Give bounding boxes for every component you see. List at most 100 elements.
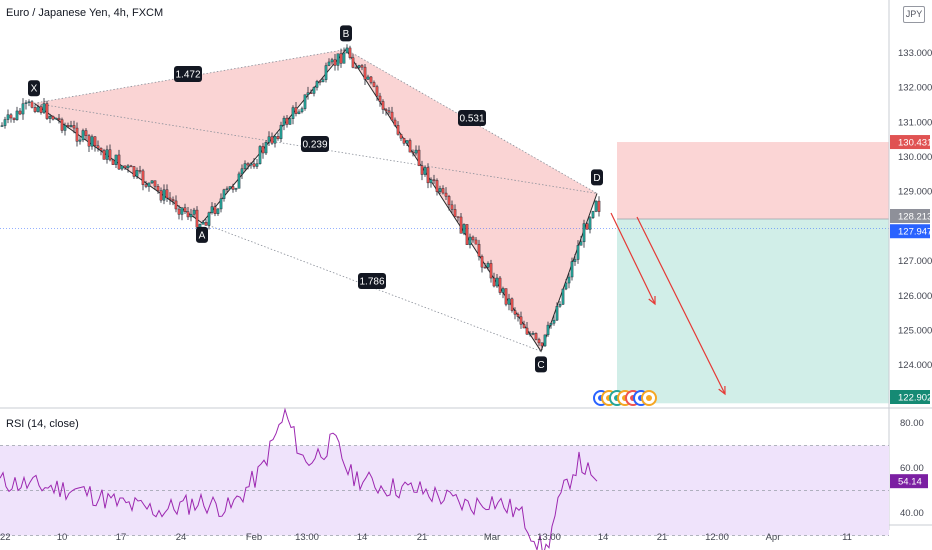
candle-body	[303, 94, 307, 109]
time-tick-label: 14	[357, 532, 368, 543]
candle-body	[591, 211, 595, 218]
candle	[573, 254, 577, 266]
candle-body	[489, 263, 493, 279]
candle-body	[234, 188, 238, 190]
candle	[324, 62, 328, 83]
candle-body	[300, 108, 304, 113]
candle	[297, 109, 301, 115]
point-label-c-bg	[535, 356, 547, 373]
xab-triangle	[34, 49, 346, 223]
candle	[531, 331, 535, 336]
time-tick-label: 21	[657, 532, 668, 543]
candle	[300, 106, 304, 114]
candle-body	[408, 140, 412, 153]
candle-body	[345, 47, 349, 54]
candle-body	[6, 114, 10, 120]
candle-body	[453, 209, 457, 217]
candle	[279, 121, 283, 143]
candle-body	[582, 223, 586, 243]
candle	[417, 145, 421, 167]
candle-body	[36, 106, 40, 112]
candle	[489, 259, 493, 283]
candle-body	[570, 261, 574, 278]
candle	[456, 216, 460, 222]
price-tick-label: 131.000	[898, 117, 932, 128]
candle	[462, 223, 466, 236]
price-tick-label: 127.000	[898, 256, 932, 267]
candle	[477, 239, 481, 261]
candle	[306, 86, 310, 100]
ratio-label: 0.531	[459, 114, 484, 125]
candle	[81, 128, 85, 143]
rsi-tick-label: 60.00	[900, 463, 924, 474]
candle	[165, 184, 169, 203]
candle-body	[66, 125, 70, 127]
candle	[366, 74, 370, 80]
event-icon[interactable]	[641, 390, 657, 406]
candle	[507, 293, 511, 311]
candle	[216, 207, 220, 216]
candle-body	[375, 86, 379, 97]
candle-body	[471, 236, 475, 241]
time-tick-label: Apr	[766, 532, 781, 543]
event-icons[interactable]	[593, 390, 657, 406]
candle	[381, 99, 385, 114]
price-label-target-bg	[890, 390, 930, 404]
time-tick-label: 21	[417, 532, 428, 543]
candle	[27, 99, 31, 107]
event-icon-dot	[646, 395, 652, 401]
point-label-a: A	[199, 230, 206, 241]
candle	[105, 145, 109, 164]
candle-body	[405, 140, 409, 144]
candle-body	[513, 310, 517, 315]
candle	[360, 63, 364, 71]
price-axis[interactable]: 133.000 132.000 131.000 130.000 129.000 127.0…	[898, 48, 932, 371]
candle	[426, 163, 430, 189]
candle-body	[39, 106, 43, 113]
candle-body	[111, 159, 115, 165]
time-tick-label: Feb	[246, 532, 262, 543]
candle-body	[438, 188, 442, 192]
candle-body	[309, 92, 313, 94]
candle-body	[285, 117, 289, 125]
candle	[228, 186, 232, 190]
candle-body	[579, 241, 583, 246]
candle	[102, 148, 106, 160]
candle-body	[159, 190, 163, 201]
candle-body	[516, 314, 520, 317]
candle	[513, 307, 517, 320]
candle-body	[249, 163, 253, 166]
candle	[408, 138, 412, 153]
rsi-pane: 54.14	[0, 407, 928, 550]
candle	[207, 211, 211, 230]
candle	[393, 117, 397, 127]
candle-body	[162, 189, 166, 201]
candle-body	[360, 65, 364, 68]
candle-body	[441, 188, 445, 194]
candle-body	[291, 107, 295, 119]
candle-body	[210, 206, 214, 213]
candle	[357, 64, 361, 70]
candle	[264, 140, 268, 155]
candle-body	[450, 204, 454, 210]
candle	[432, 174, 436, 184]
candle	[411, 149, 415, 157]
candle	[345, 44, 349, 54]
candle-body	[258, 146, 262, 164]
candle-body	[498, 277, 502, 293]
time-axis[interactable]: 22 10 17 24 Feb 13:00 14 21 Mar 13:00 14 21 12:00 Apr…	[0, 532, 852, 543]
time-tick-label: 14	[598, 532, 609, 543]
candle-body	[18, 110, 22, 115]
candle-body	[144, 184, 148, 187]
candle	[363, 63, 367, 86]
candle	[270, 132, 274, 145]
candle	[453, 204, 457, 218]
candle	[171, 196, 175, 206]
candle	[423, 165, 427, 177]
candle-body	[462, 224, 466, 234]
candle-body	[183, 207, 187, 212]
currency-badge[interactable]: JPY	[903, 6, 925, 23]
candle-body	[69, 125, 73, 127]
